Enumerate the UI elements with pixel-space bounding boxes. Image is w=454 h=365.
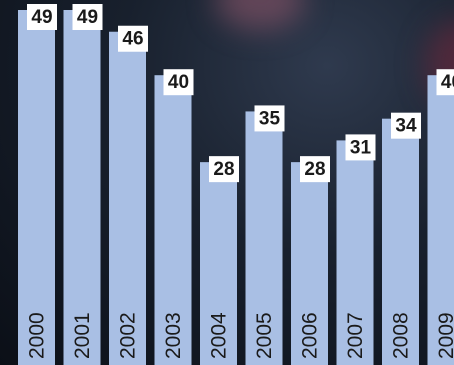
data-label-box-2005 [254,105,285,132]
data-label-box-2007 [345,134,376,161]
x-tick-label-2003: 2003 [162,312,185,359]
data-label-box-2000 [27,4,57,30]
data-label-2000: 49 [31,7,52,28]
data-label-2004: 28 [213,159,234,180]
data-label-2007: 31 [350,137,372,158]
data-label-box-2008 [391,112,421,139]
bar-2002 [109,31,146,365]
x-tick-label-2008: 2008 [390,312,413,359]
bar-2006 [291,162,328,365]
data-label-2003: 40 [168,72,189,93]
x-tick-label-2005: 2005 [253,312,276,359]
data-label-box-2003 [163,69,194,96]
data-label-box-2009 [436,69,454,96]
bar-2001 [63,10,101,365]
data-label-box-2004 [209,156,239,183]
bar-2008 [382,118,419,365]
bar-2003 [154,75,192,365]
data-label-2001: 49 [77,7,98,28]
bar-2005 [245,111,283,365]
bar-2007 [336,140,374,365]
data-label-2002: 46 [122,29,143,50]
x-tick-label-2000: 2000 [26,312,49,359]
x-tick-label-2004: 2004 [208,312,231,359]
bar-2009 [427,75,454,365]
x-tick-label-2001: 2001 [71,312,94,359]
bar-2000 [18,10,55,365]
data-label-2006: 28 [304,159,325,180]
data-label-box-2006 [300,156,330,183]
x-tick-label-2002: 2002 [117,312,140,359]
x-tick-label-2007: 2007 [344,312,367,359]
data-label-box-2002 [118,25,148,52]
data-label-box-2001 [72,4,103,30]
bar-2004 [200,162,237,365]
x-tick-label-2006: 2006 [299,312,322,359]
data-label-2009: 40 [441,72,454,93]
x-tick-label-2009: 2009 [435,312,454,359]
data-label-2005: 35 [259,108,281,129]
data-label-2008: 34 [395,116,417,137]
